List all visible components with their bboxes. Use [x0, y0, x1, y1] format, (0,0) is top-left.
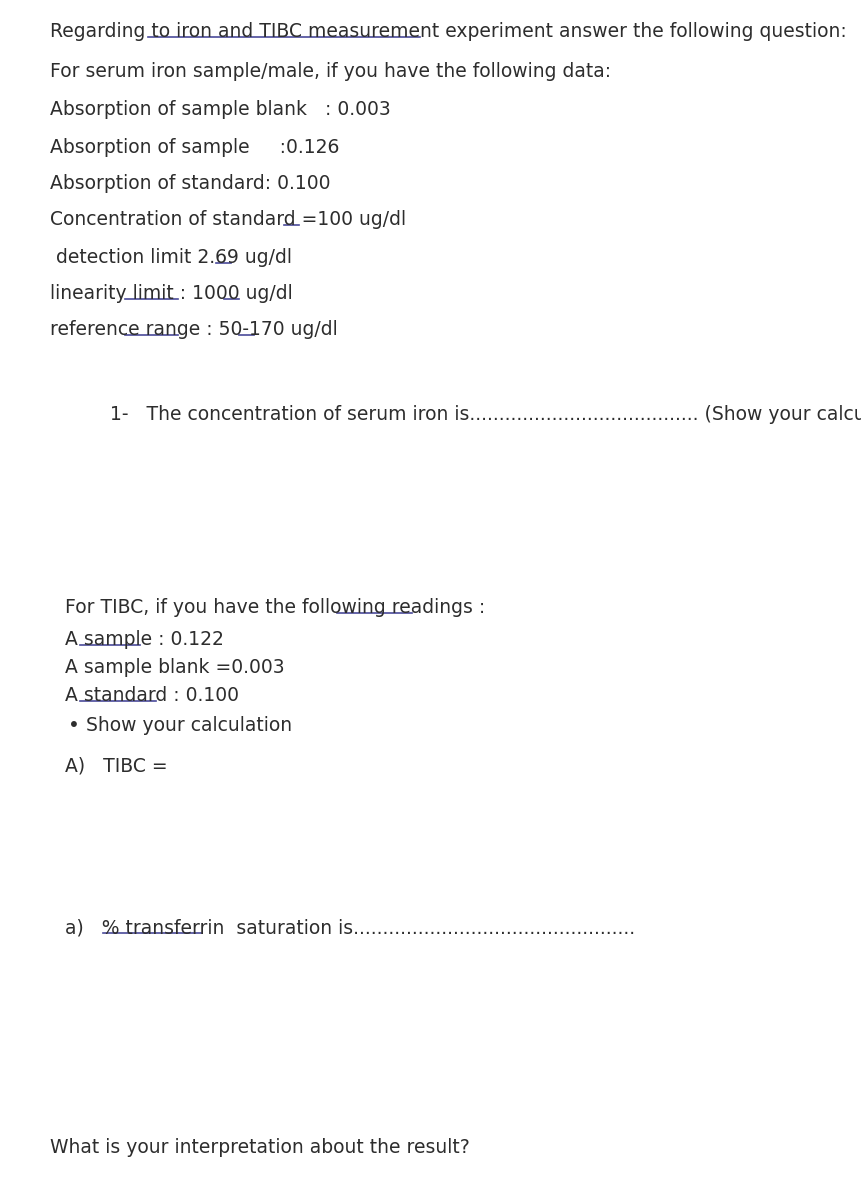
Text: Regarding to iron and TIBC measurement experiment answer the following question:: Regarding to iron and TIBC measurement e… [50, 22, 846, 41]
Text: Absorption of sample     :0.126: Absorption of sample :0.126 [50, 138, 339, 157]
Text: A standard : 0.100: A standard : 0.100 [65, 686, 238, 704]
Text: A)   TIBC =: A) TIBC = [65, 756, 167, 775]
Text: •: • [68, 716, 80, 734]
Text: Concentration of standard =100 ug/dl: Concentration of standard =100 ug/dl [50, 210, 406, 229]
Text: For TIBC, if you have the following readings :: For TIBC, if you have the following read… [65, 598, 485, 617]
Text: What is your interpretation about the result?: What is your interpretation about the re… [50, 1138, 469, 1157]
Text: A sample : 0.122: A sample : 0.122 [65, 630, 224, 649]
Text: Absorption of standard: 0.100: Absorption of standard: 0.100 [50, 174, 330, 193]
Text: For serum iron sample/male, if you have the following data:: For serum iron sample/male, if you have … [50, 62, 610, 80]
Text: reference range : 50-170 ug/dl: reference range : 50-170 ug/dl [50, 320, 338, 338]
Text: 1-   The concentration of serum iron is....................................... (: 1- The concentration of serum iron is...… [110, 404, 861, 424]
Text: Absorption of sample blank   : 0.003: Absorption of sample blank : 0.003 [50, 100, 390, 119]
Text: a)   % transferrin  saturation is...............................................: a) % transferrin saturation is..........… [65, 918, 635, 937]
Text: Show your calculation: Show your calculation [86, 716, 292, 734]
Text: linearity limit : 1000 ug/dl: linearity limit : 1000 ug/dl [50, 284, 293, 302]
Text: A sample blank =0.003: A sample blank =0.003 [65, 658, 284, 677]
Text: detection limit 2.69 ug/dl: detection limit 2.69 ug/dl [50, 248, 292, 266]
